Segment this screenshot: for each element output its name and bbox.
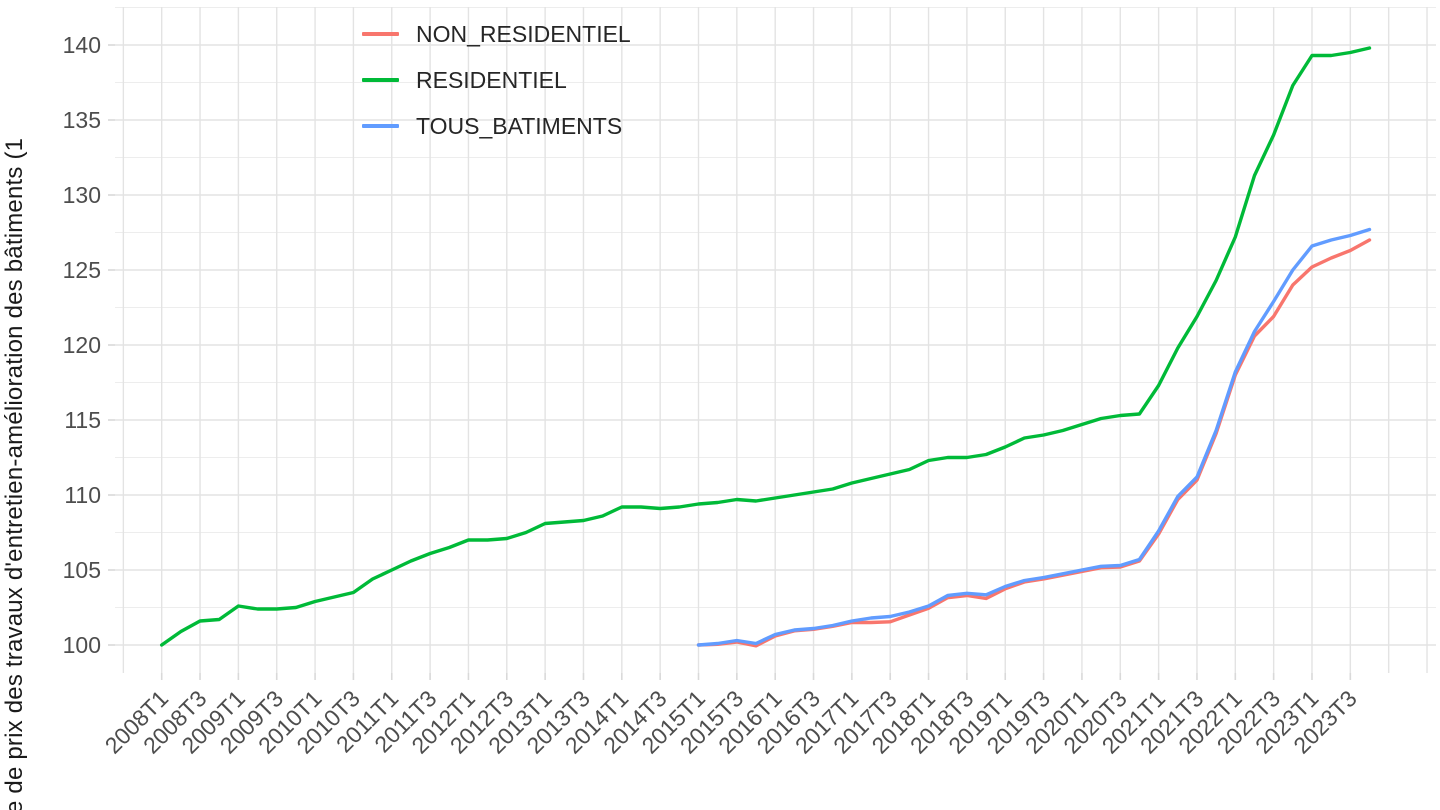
y-axis-tick-label: 130	[63, 182, 101, 208]
legend-key-line-icon	[362, 32, 399, 36]
legend-item-non-residentiel: NON_RESIDENTIEL	[362, 11, 631, 57]
legend-key-line-icon	[362, 78, 399, 82]
legend-label: RESIDENTIEL	[416, 66, 567, 93]
series-line-non_residentiel	[696, 238, 1372, 648]
series-line-residentiel	[159, 46, 1372, 647]
legend-label: TOUS_BATIMENTS	[416, 112, 623, 139]
y-axis-tick-label: 120	[63, 332, 101, 358]
legend-label: NON_RESIDENTIEL	[416, 20, 631, 47]
legend-item-residentiel: RESIDENTIEL	[362, 57, 631, 103]
legend-item-tous-batiments: TOUS_BATIMENTS	[362, 103, 631, 149]
y-axis-tick-label: 125	[63, 257, 101, 283]
chart-legend: NON_RESIDENTIEL RESIDENTIEL TOUS_BATIMEN…	[362, 11, 631, 149]
y-axis-tick-label: 105	[63, 557, 101, 583]
y-axis-tick-label: 140	[63, 32, 101, 58]
y-axis-tick-label: 135	[63, 107, 101, 133]
y-axis-tick-label: 100	[63, 632, 101, 658]
y-axis-tick-label: 115	[64, 407, 101, 433]
legend-key-line-icon	[362, 124, 399, 128]
series-line-tous_batiments	[696, 227, 1372, 647]
y-axis-tick-label: 110	[64, 482, 101, 508]
y-axis-title: e de prix des travaux d'entretien-amélio…	[1, 137, 28, 810]
